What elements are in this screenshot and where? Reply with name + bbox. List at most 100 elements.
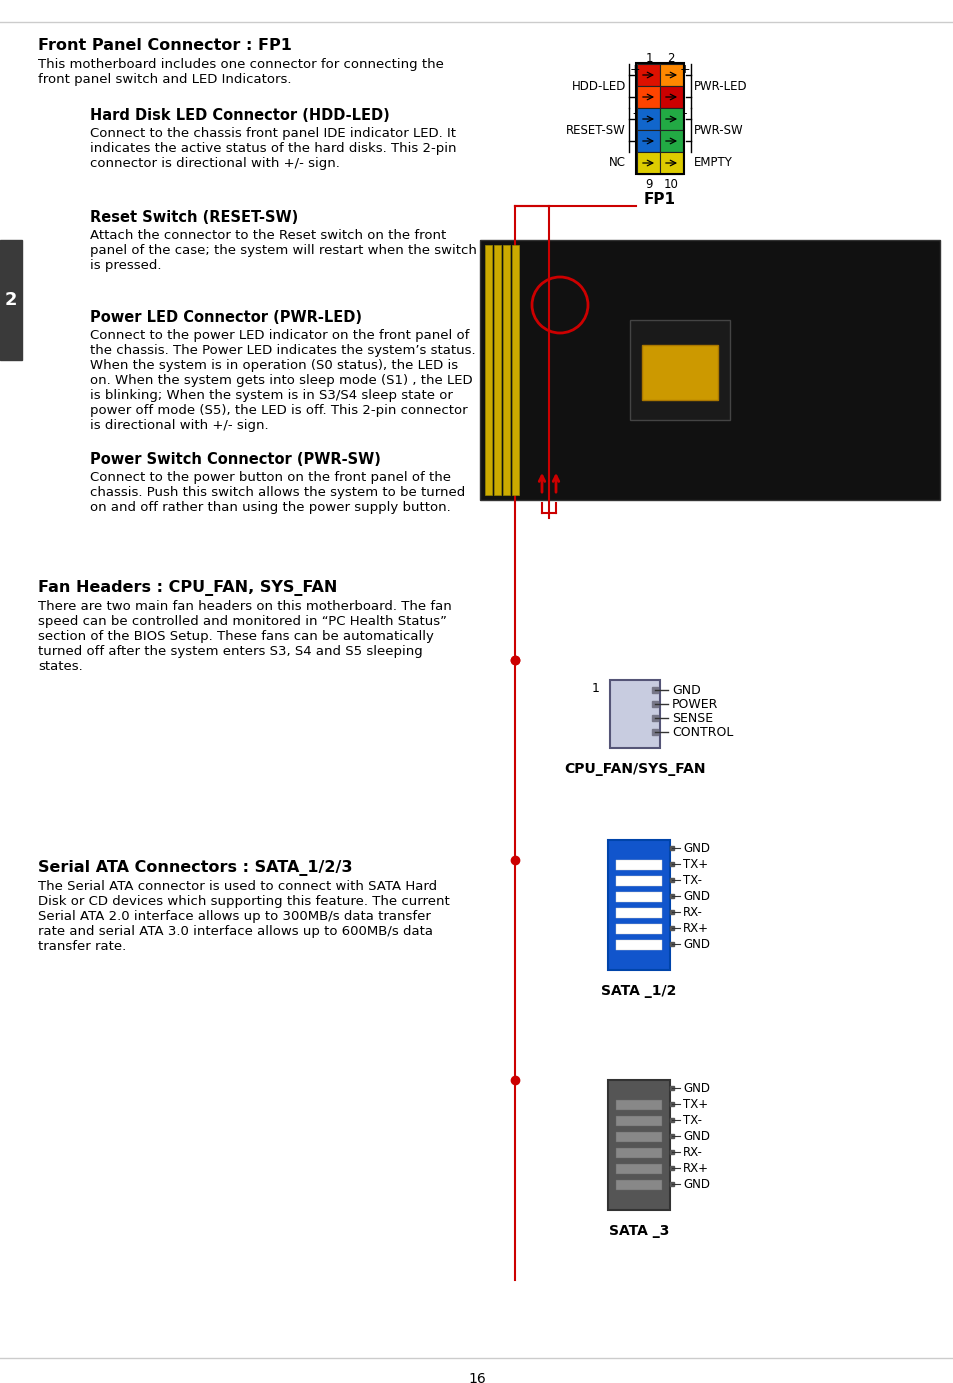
Text: 1: 1 [652,1077,659,1091]
Text: RX-: RX- [682,1145,702,1159]
Text: There are two main fan headers on this motherboard. The fan: There are two main fan headers on this m… [38,600,452,613]
Bar [616,909,661,918]
Bar [636,64,683,174]
Bar [616,1180,661,1189]
Text: Connect to the power button on the front panel of the: Connect to the power button on the front… [90,472,451,484]
Bar [637,130,659,152]
Text: +: + [629,64,639,76]
Text: 1: 1 [644,53,652,65]
Bar [659,64,682,86]
Text: GND: GND [682,1082,709,1094]
Text: speed can be controlled and monitored in “PC Health Status”: speed can be controlled and monitored in… [38,615,447,628]
Text: GND: GND [682,841,709,855]
Text: power off mode (S5), the LED is off. This 2-pin connector: power off mode (S5), the LED is off. Thi… [90,404,467,418]
Text: 1: 1 [652,838,659,851]
Text: section of the BIOS Setup. These fans can be automatically: section of the BIOS Setup. These fans ca… [38,631,434,643]
Bar [637,86,659,108]
Bar [637,108,659,130]
Text: TX-: TX- [682,1113,701,1127]
Text: Hard Disk LED Connector (HDD-LED): Hard Disk LED Connector (HDD-LED) [90,108,390,123]
Bar [616,940,661,950]
Text: 2: 2 [5,290,17,308]
Bar [616,875,661,887]
Text: FP1: FP1 [643,192,676,207]
Text: rate and serial ATA 3.0 interface allows up to 600MB/s data: rate and serial ATA 3.0 interface allows… [38,925,433,938]
Text: is pressed.: is pressed. [90,259,161,272]
Bar [616,1148,661,1158]
Text: GND: GND [682,1130,709,1142]
Text: Front Panel Connector : FP1: Front Panel Connector : FP1 [38,37,292,53]
Bar [616,1164,661,1174]
Bar [616,1116,661,1126]
Text: GND: GND [671,683,700,697]
Bar [512,245,518,495]
Text: This motherboard includes one connector for connecting the: This motherboard includes one connector … [38,58,443,71]
Text: -: - [682,106,686,120]
Text: states.: states. [38,660,83,674]
Text: PWR-LED: PWR-LED [693,79,747,93]
Bar [616,1099,661,1111]
Text: transfer rate.: transfer rate. [38,940,126,953]
Text: PWR-SW: PWR-SW [693,123,742,137]
Bar [659,108,682,130]
Text: SATA _3: SATA _3 [608,1224,668,1238]
Text: Disk or CD devices which supporting this feature. The current: Disk or CD devices which supporting this… [38,895,449,909]
Text: 1: 1 [592,682,599,696]
Text: indicates the active status of the hard disks. This 2-pin: indicates the active status of the hard … [90,142,456,155]
Bar [607,1080,669,1210]
Text: POWER: POWER [671,697,718,711]
Text: 9: 9 [644,178,652,191]
Text: Serial ATA 2.0 interface allows up to 300MB/s data transfer: Serial ATA 2.0 interface allows up to 30… [38,910,431,922]
Text: on. When the system gets into sleep mode (S1) , the LED: on. When the system gets into sleep mode… [90,373,472,387]
Bar [659,130,682,152]
Text: SATA _1/2: SATA _1/2 [600,983,676,999]
Text: GND: GND [682,1177,709,1191]
Text: 16: 16 [468,1372,485,1383]
Text: RX+: RX+ [682,1162,708,1174]
Text: turned off after the system enters S3, S4 and S5 sleeping: turned off after the system enters S3, S… [38,644,422,658]
Text: Fan Headers : CPU_FAN, SYS_FAN: Fan Headers : CPU_FAN, SYS_FAN [38,579,337,596]
Text: Power LED Connector (PWR-LED): Power LED Connector (PWR-LED) [90,310,361,325]
Text: GND: GND [682,938,709,950]
Bar [616,860,661,870]
Text: TX+: TX+ [682,857,707,870]
Bar [637,152,659,174]
Text: HDD-LED: HDD-LED [571,79,625,93]
Text: Connect to the chassis front panel IDE indicator LED. It: Connect to the chassis front panel IDE i… [90,127,456,140]
Bar [494,245,500,495]
Bar [502,245,510,495]
Text: the chassis. The Power LED indicates the system’s status.: the chassis. The Power LED indicates the… [90,344,476,357]
Text: CPU_FAN/SYS_FAN: CPU_FAN/SYS_FAN [563,762,705,776]
Text: TX+: TX+ [682,1098,707,1111]
Text: RESET-SW: RESET-SW [566,123,625,137]
Text: chassis. Push this switch allows the system to be turned: chassis. Push this switch allows the sys… [90,485,465,499]
Text: The Serial ATA connector is used to connect with SATA Hard: The Serial ATA connector is used to conn… [38,880,436,893]
Text: TX-: TX- [682,874,701,887]
Text: CONTROL: CONTROL [671,726,733,739]
Text: connector is directional with +/- sign.: connector is directional with +/- sign. [90,158,339,170]
Bar [616,892,661,902]
Text: 10: 10 [663,178,678,191]
Bar [659,152,682,174]
Bar [616,1133,661,1142]
Text: is blinking; When the system is in S3/S4 sleep state or: is blinking; When the system is in S3/S4… [90,389,453,402]
Text: is directional with +/- sign.: is directional with +/- sign. [90,419,269,431]
Text: EMPTY: EMPTY [693,156,732,170]
Text: -: - [632,106,637,120]
Text: Attach the connector to the Reset switch on the front: Attach the connector to the Reset switch… [90,230,446,242]
Text: Connect to the power LED indicator on the front panel of: Connect to the power LED indicator on th… [90,329,469,342]
Bar [641,344,718,400]
Bar [607,839,669,969]
Text: on and off rather than using the power supply button.: on and off rather than using the power s… [90,501,450,514]
Text: SENSE: SENSE [671,711,713,725]
Text: 2: 2 [666,53,674,65]
Bar [0,241,22,360]
Text: RX+: RX+ [682,921,708,935]
Bar [659,86,682,108]
Bar [616,924,661,934]
Text: Reset Switch (RESET-SW): Reset Switch (RESET-SW) [90,210,298,225]
Text: NC: NC [608,156,625,170]
Text: Serial ATA Connectors : SATA_1/2/3: Serial ATA Connectors : SATA_1/2/3 [38,860,352,875]
Text: When the system is in operation (S0 status), the LED is: When the system is in operation (S0 stat… [90,360,457,372]
Bar [629,319,729,420]
